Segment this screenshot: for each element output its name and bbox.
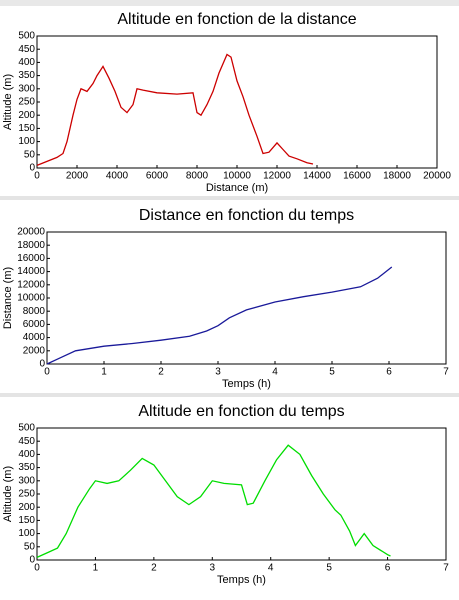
y-tick-label: 2000	[23, 345, 46, 356]
x-tick-label: 14000	[303, 171, 331, 182]
data-line	[36, 53, 314, 167]
x-tick-label: 0	[34, 563, 40, 574]
x-tick-label: 1	[93, 563, 99, 574]
y-tick-label: 250	[18, 489, 35, 500]
y-tick-label: 150	[18, 515, 35, 526]
y-tick-label: 400	[18, 449, 35, 460]
y-tick-label: 6000	[23, 319, 46, 330]
x-tick-label: 4	[272, 367, 278, 378]
y-tick-label: 450	[18, 436, 35, 447]
y-tick-label: 350	[18, 70, 35, 81]
x-tick-label: 4	[268, 563, 274, 574]
y-tick-label: 0	[39, 359, 45, 370]
y-tick-label: 450	[18, 44, 35, 55]
y-tick-label: 350	[18, 462, 35, 473]
x-tick-label: 7	[443, 563, 449, 574]
x-tick-label: 3	[210, 563, 216, 574]
x-tick-label: 6	[385, 563, 391, 574]
x-tick-label: 0	[34, 171, 40, 182]
x-tick-label: 8000	[186, 171, 209, 182]
x-axis-label: Temps (h)	[217, 574, 266, 586]
x-tick-label: 20000	[423, 171, 451, 182]
x-tick-label: 10000	[223, 171, 251, 182]
x-tick-label: 0	[44, 367, 50, 378]
chart-title: Distance en fonction du temps	[139, 207, 354, 224]
y-tick-label: 0	[29, 163, 35, 174]
x-tick-label: 2	[158, 367, 164, 378]
x-axis-label: Temps (h)	[222, 378, 271, 390]
x-axis-label: Distance (m)	[206, 182, 268, 194]
y-tick-label: 20000	[17, 227, 45, 238]
y-tick-label: 150	[18, 123, 35, 134]
y-axis-label: Distance (m)	[2, 267, 14, 329]
x-tick-label: 4000	[106, 171, 129, 182]
plot-area	[46, 231, 447, 365]
y-tick-label: 500	[18, 31, 35, 42]
separator	[0, 196, 459, 200]
y-axis-label: Altitude (m)	[2, 74, 14, 130]
y-tick-label: 14000	[17, 266, 45, 277]
plot-area	[36, 35, 438, 169]
y-axis-label: Altitude (m)	[2, 466, 14, 522]
x-tick-label: 5	[329, 367, 335, 378]
chart-title: Altitude en fonction de la distance	[117, 11, 356, 28]
y-tick-label: 500	[18, 423, 35, 434]
y-tick-label: 10000	[17, 293, 45, 304]
x-tick-label: 12000	[263, 171, 291, 182]
y-tick-label: 50	[24, 149, 36, 160]
x-tick-label: 5	[326, 563, 332, 574]
y-tick-label: 200	[18, 502, 35, 513]
x-tick-label: 2	[151, 563, 157, 574]
x-tick-label: 16000	[343, 171, 371, 182]
chart-title: Altitude en fonction du temps	[138, 403, 344, 420]
x-tick-label: 2000	[66, 171, 89, 182]
y-tick-label: 100	[18, 136, 35, 147]
y-tick-label: 50	[24, 541, 36, 552]
x-tick-label: 6	[386, 367, 392, 378]
x-tick-label: 6000	[146, 171, 169, 182]
y-tick-label: 12000	[17, 279, 45, 290]
y-tick-label: 100	[18, 528, 35, 539]
y-tick-label: 300	[18, 83, 35, 94]
y-tick-label: 0	[29, 555, 35, 566]
y-tick-label: 16000	[17, 253, 45, 264]
data-line	[46, 266, 393, 365]
x-tick-label: 3	[215, 367, 221, 378]
y-tick-label: 250	[18, 97, 35, 108]
plot-area	[36, 427, 447, 561]
x-tick-label: 18000	[383, 171, 411, 182]
separator	[0, 393, 459, 397]
y-tick-label: 8000	[23, 306, 46, 317]
y-tick-label: 300	[18, 475, 35, 486]
x-tick-label: 1	[101, 367, 107, 378]
y-tick-label: 18000	[17, 240, 45, 251]
x-tick-label: 7	[443, 367, 449, 378]
y-tick-label: 4000	[23, 332, 46, 343]
menu-strip	[0, 0, 459, 6]
data-line	[36, 444, 391, 558]
y-tick-label: 400	[18, 57, 35, 68]
y-tick-label: 200	[18, 110, 35, 121]
